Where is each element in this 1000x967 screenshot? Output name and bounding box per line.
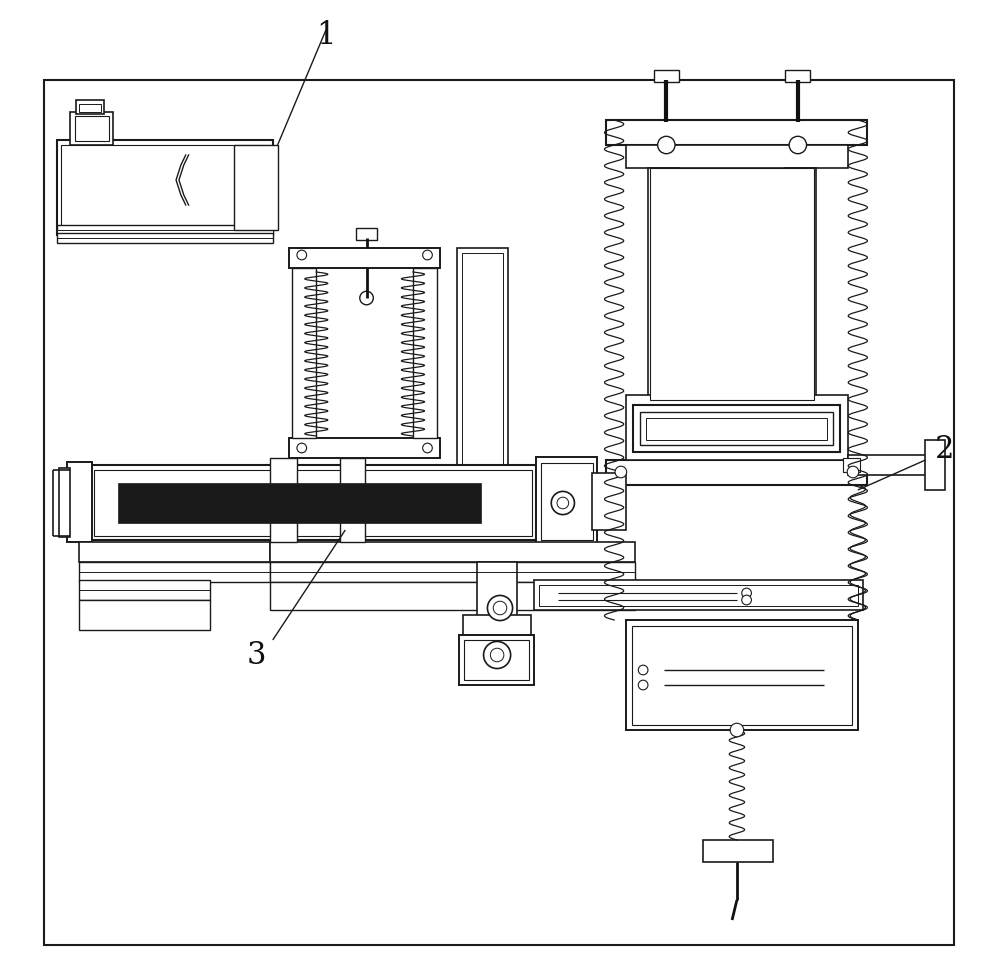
- Bar: [61, 145, 269, 231]
- Bar: [234, 145, 278, 230]
- Circle shape: [847, 466, 859, 478]
- Bar: [626, 395, 848, 460]
- Circle shape: [789, 136, 807, 154]
- Bar: [57, 140, 273, 235]
- Bar: [626, 620, 858, 730]
- Bar: [539, 585, 858, 606]
- Bar: [632, 626, 852, 725]
- Bar: [59, 468, 70, 537]
- Bar: [89, 465, 536, 540]
- Bar: [477, 562, 517, 620]
- Bar: [457, 248, 508, 490]
- Bar: [536, 457, 597, 545]
- Bar: [70, 112, 113, 145]
- Circle shape: [487, 596, 513, 621]
- Circle shape: [493, 601, 507, 615]
- Circle shape: [551, 491, 574, 514]
- Text: 1: 1: [316, 20, 336, 51]
- Bar: [79, 600, 210, 630]
- Bar: [289, 438, 440, 458]
- Text: 3: 3: [247, 639, 266, 670]
- Bar: [79, 104, 101, 112]
- Circle shape: [638, 680, 648, 689]
- Bar: [650, 168, 814, 400]
- Bar: [481, 620, 514, 665]
- Bar: [534, 580, 863, 610]
- Bar: [292, 268, 316, 438]
- Circle shape: [490, 648, 504, 661]
- Circle shape: [423, 443, 432, 453]
- Circle shape: [423, 250, 432, 260]
- Bar: [289, 248, 440, 268]
- Circle shape: [658, 136, 675, 154]
- Bar: [843, 458, 860, 472]
- Bar: [76, 100, 104, 114]
- Bar: [648, 168, 679, 400]
- Circle shape: [557, 497, 569, 509]
- Bar: [606, 460, 867, 485]
- Circle shape: [742, 588, 751, 598]
- Bar: [270, 542, 635, 562]
- Bar: [633, 405, 840, 452]
- Bar: [270, 458, 297, 542]
- Bar: [464, 640, 529, 680]
- Bar: [57, 225, 273, 235]
- Circle shape: [615, 466, 627, 478]
- Text: 2: 2: [935, 434, 955, 465]
- Bar: [606, 120, 867, 145]
- Circle shape: [638, 665, 648, 675]
- Bar: [44, 80, 954, 945]
- Bar: [654, 70, 679, 82]
- Bar: [626, 145, 848, 168]
- Bar: [340, 458, 365, 542]
- Bar: [640, 412, 833, 445]
- Bar: [541, 463, 593, 540]
- Circle shape: [730, 723, 744, 737]
- Bar: [463, 615, 531, 635]
- Bar: [785, 168, 816, 400]
- Bar: [270, 562, 635, 582]
- Bar: [79, 562, 270, 582]
- Bar: [459, 635, 534, 685]
- Bar: [67, 462, 92, 542]
- Bar: [75, 116, 109, 141]
- Bar: [925, 440, 945, 490]
- Circle shape: [297, 250, 307, 260]
- Bar: [703, 840, 773, 862]
- Bar: [79, 580, 210, 600]
- Bar: [57, 233, 273, 243]
- Bar: [785, 70, 810, 82]
- Bar: [270, 582, 635, 610]
- Circle shape: [297, 443, 307, 453]
- Circle shape: [742, 595, 751, 604]
- Bar: [57, 230, 273, 234]
- Bar: [592, 473, 626, 530]
- Bar: [646, 418, 827, 440]
- Bar: [79, 542, 270, 562]
- Circle shape: [484, 641, 511, 668]
- Bar: [413, 268, 437, 438]
- Bar: [356, 228, 377, 240]
- Bar: [848, 455, 935, 475]
- Circle shape: [360, 291, 373, 305]
- Bar: [94, 470, 532, 536]
- Bar: [462, 253, 503, 486]
- Bar: [118, 483, 481, 523]
